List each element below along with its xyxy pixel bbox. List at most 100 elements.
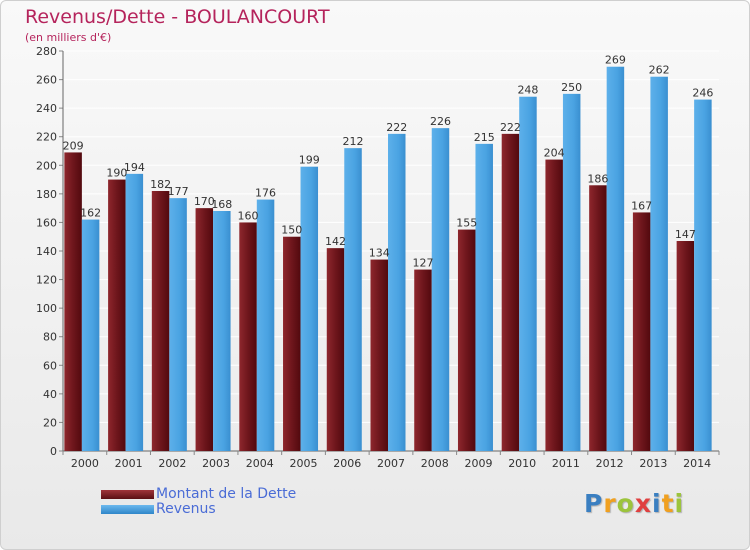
bar-dette bbox=[64, 152, 82, 451]
bar-revenus bbox=[344, 148, 362, 451]
y-tick-label: 240 bbox=[36, 102, 57, 115]
legend-swatch-dette bbox=[101, 490, 154, 499]
bar-dette bbox=[151, 191, 170, 451]
bar-revenus bbox=[125, 173, 144, 451]
bar-revenus bbox=[213, 211, 231, 451]
bar-revenus bbox=[81, 219, 100, 451]
x-tick-label: 2010 bbox=[508, 457, 536, 470]
chart-subtitle: (en milliers d'€) bbox=[25, 31, 112, 44]
data-label-dette: 190 bbox=[106, 167, 127, 180]
data-label-dette: 222 bbox=[500, 121, 521, 134]
bar-dette bbox=[632, 212, 651, 451]
data-label-dette: 209 bbox=[63, 139, 84, 152]
y-tick-label: 140 bbox=[36, 245, 57, 258]
data-label-dette: 142 bbox=[325, 235, 346, 248]
bar-revenus bbox=[431, 128, 450, 451]
logo-letter: x bbox=[634, 489, 652, 518]
x-tick-label: 2007 bbox=[377, 457, 405, 470]
x-tick-label: 2001 bbox=[115, 457, 143, 470]
logo-letter: r bbox=[603, 489, 617, 518]
bar-dette bbox=[676, 241, 695, 451]
data-label-revenus: 250 bbox=[561, 81, 582, 94]
data-label-revenus: 215 bbox=[474, 131, 495, 144]
data-label-revenus: 168 bbox=[211, 198, 232, 211]
bar-revenus bbox=[694, 99, 712, 452]
data-label-dette: 204 bbox=[544, 147, 565, 160]
bar-revenus bbox=[388, 133, 406, 451]
data-label-dette: 155 bbox=[456, 217, 477, 230]
logo-letter: i bbox=[652, 489, 662, 518]
x-tick-label: 2006 bbox=[333, 457, 361, 470]
chart-title: Revenus/Dette - BOULANCOURT bbox=[25, 6, 330, 28]
y-tick-label: 40 bbox=[43, 388, 57, 401]
data-label-revenus: 162 bbox=[80, 207, 101, 220]
legend-label-dette: Montant de la Dette bbox=[156, 486, 297, 502]
bar-revenus bbox=[606, 66, 625, 451]
y-tick-label: 180 bbox=[36, 188, 57, 201]
bar-dette bbox=[370, 259, 388, 451]
y-tick-label: 160 bbox=[36, 216, 57, 229]
logo-letter: i bbox=[674, 489, 685, 518]
bar-revenus bbox=[256, 199, 275, 451]
data-label-revenus: 176 bbox=[255, 187, 276, 200]
bar-dette bbox=[108, 179, 126, 452]
y-tick-label: 0 bbox=[50, 445, 57, 458]
data-label-revenus: 194 bbox=[124, 161, 145, 174]
x-tick-label: 2005 bbox=[290, 457, 318, 470]
bar-revenus bbox=[169, 198, 187, 451]
x-tick-label: 2012 bbox=[596, 457, 624, 470]
logo-letter: t bbox=[661, 489, 675, 518]
bar-revenus bbox=[562, 93, 581, 451]
x-tick-label: 2003 bbox=[202, 457, 230, 470]
bar-dette bbox=[239, 222, 257, 451]
x-tick-label: 2008 bbox=[421, 457, 449, 470]
data-label-revenus: 199 bbox=[299, 154, 320, 167]
y-tick-label: 260 bbox=[36, 74, 57, 87]
x-tick-label: 2000 bbox=[71, 457, 99, 470]
data-label-revenus: 262 bbox=[649, 64, 670, 77]
proxiti-logo: Proxiti bbox=[584, 489, 684, 518]
y-tick-label: 200 bbox=[36, 159, 57, 172]
y-tick-label: 80 bbox=[43, 331, 57, 344]
data-label-dette: 167 bbox=[631, 199, 652, 212]
data-label-dette: 170 bbox=[194, 195, 215, 208]
x-tick-label: 2013 bbox=[639, 457, 667, 470]
data-label-revenus: 269 bbox=[605, 54, 626, 67]
data-label-revenus: 246 bbox=[692, 87, 713, 100]
bar-dette bbox=[326, 248, 345, 451]
bar-dette bbox=[283, 236, 301, 451]
bar-dette bbox=[414, 269, 432, 451]
data-label-dette: 150 bbox=[281, 224, 302, 237]
x-tick-label: 2011 bbox=[552, 457, 580, 470]
data-label-revenus: 248 bbox=[517, 84, 538, 97]
y-tick-label: 60 bbox=[43, 359, 57, 372]
y-tick-label: 20 bbox=[43, 416, 57, 429]
data-label-dette: 186 bbox=[587, 172, 608, 185]
data-label-revenus: 177 bbox=[168, 185, 189, 198]
bar-revenus bbox=[300, 166, 319, 451]
bar-dette bbox=[195, 208, 214, 451]
data-label-revenus: 226 bbox=[430, 115, 451, 128]
legend-swatch-revenus bbox=[101, 505, 154, 514]
logo-letter: P bbox=[584, 489, 604, 518]
x-tick-label: 2002 bbox=[158, 457, 186, 470]
y-tick-label: 100 bbox=[36, 302, 57, 315]
legend-label-revenus: Revenus bbox=[156, 501, 216, 517]
data-label-dette: 134 bbox=[369, 247, 390, 260]
bar-dette bbox=[501, 133, 520, 451]
x-tick-label: 2014 bbox=[683, 457, 711, 470]
data-label-dette: 182 bbox=[150, 178, 171, 191]
x-tick-label: 2004 bbox=[246, 457, 274, 470]
bar-revenus bbox=[475, 143, 493, 451]
data-label-dette: 160 bbox=[238, 209, 259, 222]
logo-letter: o bbox=[616, 489, 635, 518]
bar-dette bbox=[545, 159, 563, 452]
data-label-dette: 127 bbox=[412, 257, 433, 270]
data-label-revenus: 212 bbox=[343, 135, 364, 148]
y-tick-label: 220 bbox=[36, 131, 57, 144]
bar-revenus bbox=[650, 76, 668, 451]
y-tick-label: 120 bbox=[36, 274, 57, 287]
bar-dette bbox=[589, 185, 607, 452]
data-label-dette: 147 bbox=[675, 228, 696, 241]
